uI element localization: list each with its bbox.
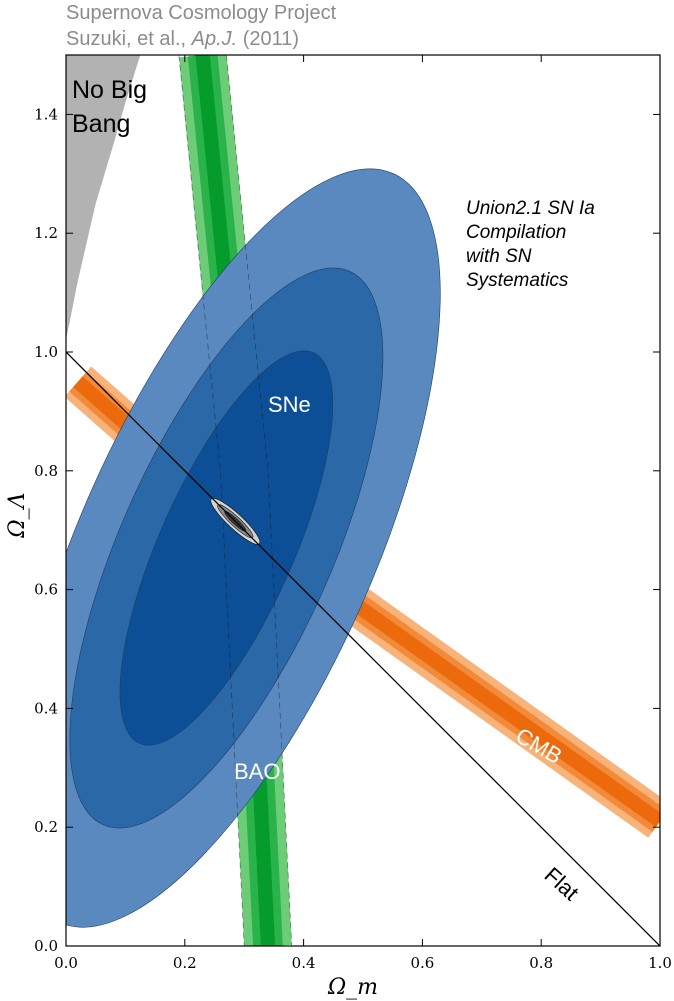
header-authors: Suzuki, et al.,: [66, 28, 186, 50]
header-line2: Suzuki, et al., Ap.J. (2011): [66, 28, 299, 50]
x-axis-label: Ω_m: [327, 975, 378, 1000]
header-journal: Ap.J.: [191, 28, 238, 50]
annotation-line2: Compilation: [466, 222, 566, 243]
plot-frame: [65, 54, 661, 947]
y-tick-label: 1.0: [34, 343, 58, 361]
x-tick-label: 0.4: [292, 954, 316, 972]
x-tick-label: 0.0: [54, 954, 78, 972]
annotation-line3: with SN: [466, 246, 532, 267]
header-line1: Supernova Cosmology Project: [66, 2, 337, 24]
annotation-line1: Union2.1 SN Ia: [466, 198, 595, 219]
y-tick-label: 1.2: [34, 224, 58, 242]
x-tick-label: 0.8: [529, 954, 553, 972]
axis-ticks: 0.0 0.2 0.4 0.6 0.8 1.0 0.0 0.2 0.4 0.6 0.8 1.0 1.2 1…: [34, 55, 672, 972]
no-big-bang-region: [66, 55, 141, 341]
y-axis-label: Ω_Λ: [5, 492, 30, 538]
sne-label: SNe: [268, 392, 311, 417]
plot-area: [66, 55, 660, 946]
flat-label: Flat: [540, 862, 584, 905]
x-tick-label: 0.2: [173, 954, 197, 972]
annotation: Union2.1 SN Ia Compilation with SN Syste…: [466, 198, 595, 291]
y-tick-label: 0.2: [34, 818, 58, 836]
flat-line: [66, 351, 660, 946]
x-tick-label: 1.0: [648, 954, 672, 972]
header-year: (2011): [243, 28, 299, 50]
y-tick-label: 0.6: [34, 581, 58, 599]
y-tick-label: 0.0: [34, 937, 58, 955]
annotation-line4: Systematics: [466, 270, 569, 291]
sne-contour-68-3pct: [119, 350, 334, 746]
y-tick-label: 1.4: [34, 105, 58, 123]
y-tick-label: 0.4: [34, 699, 58, 717]
bao-dashed-edge: [178, 55, 245, 946]
bao-dashed-edge: [226, 55, 293, 946]
no-big-bang-label-line1: No Big: [72, 76, 147, 104]
bao-label: BAO: [234, 759, 280, 784]
y-tick-label: 0.8: [34, 462, 58, 480]
no-big-bang-label-line2: Bang: [72, 110, 130, 138]
x-tick-label: 0.6: [410, 954, 434, 972]
